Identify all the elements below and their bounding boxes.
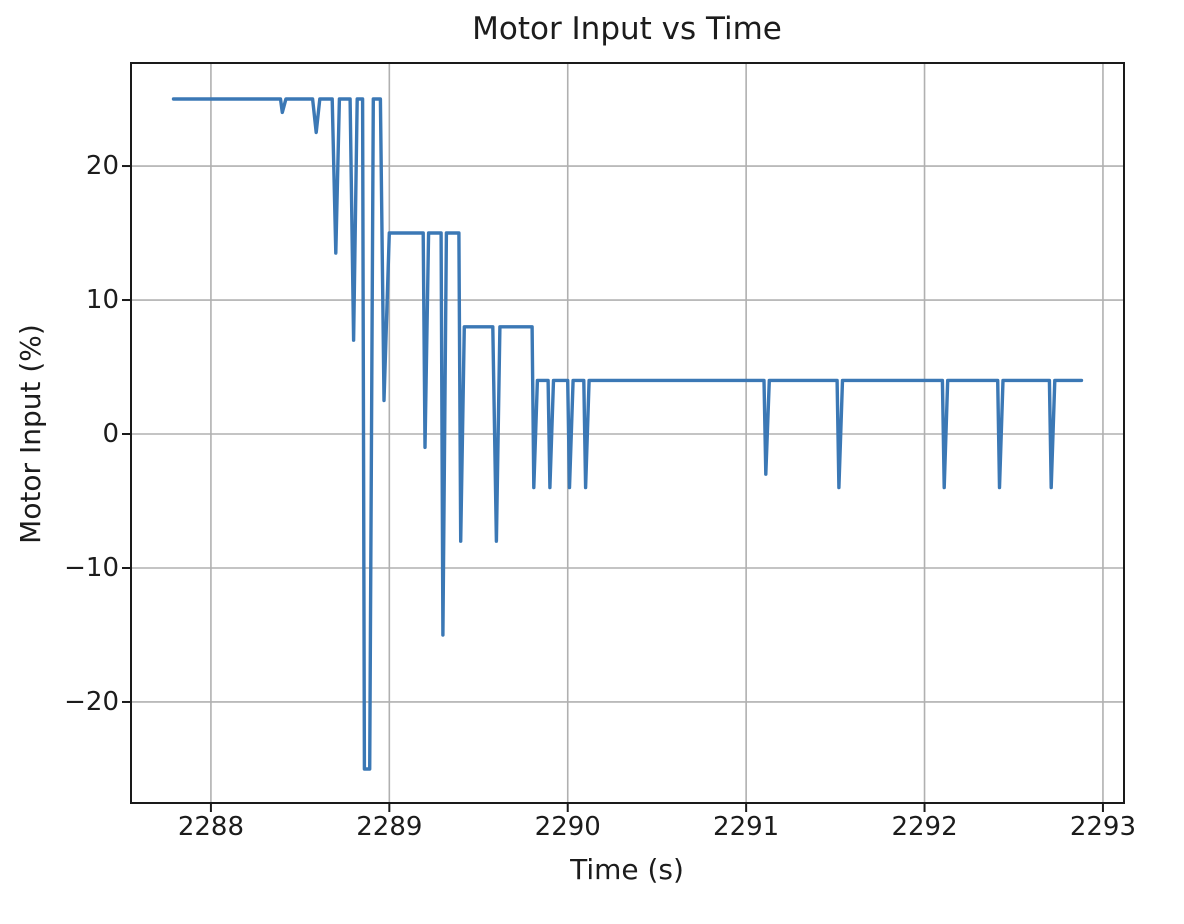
x-tick-label: 2291 — [713, 812, 780, 842]
axis-spine — [130, 62, 1125, 804]
y-tick-label: 10 — [85, 285, 119, 316]
x-tick-label: 2289 — [356, 812, 423, 842]
y-tick-label: 20 — [85, 151, 119, 182]
x-tick-label: 2292 — [891, 812, 958, 842]
motor_input-line — [171, 97, 1084, 771]
y-tick-label: −20 — [64, 686, 119, 717]
y-tick-label: 0 — [102, 419, 119, 449]
x-tick-label: 2290 — [534, 812, 601, 842]
x-axis-label: Time (s) — [570, 853, 684, 886]
x-tick-label: 2288 — [177, 812, 245, 842]
chart-title: Motor Input vs Time — [472, 11, 782, 47]
y-tick-label: −10 — [64, 552, 119, 583]
x-tick-label: 2293 — [1069, 812, 1137, 842]
